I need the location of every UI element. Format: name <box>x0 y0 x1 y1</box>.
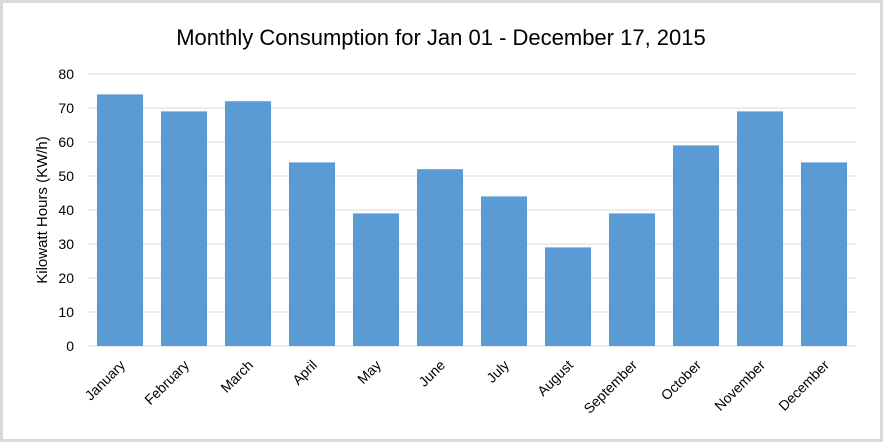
bar-january <box>96 94 144 347</box>
y-axis-label: Kilowatt Hours (KW/h) <box>34 136 51 284</box>
y-tick-label: 0 <box>66 338 74 354</box>
x-tick-labels: January February March April May June July Augu… <box>82 357 833 417</box>
bars <box>96 94 848 347</box>
x-tick-label-september: September <box>580 357 640 417</box>
y-tick-label: 50 <box>58 168 74 184</box>
bar-november <box>736 111 784 347</box>
bar-july <box>480 196 528 346</box>
bar-march <box>224 101 272 346</box>
bar-december <box>800 162 848 346</box>
chart-title: Monthly Consumption for Jan 01 - Decembe… <box>176 25 706 50</box>
bar-february <box>160 111 208 347</box>
bar-august <box>544 247 592 346</box>
bar-september <box>608 213 656 346</box>
x-tick-label-august: August <box>534 357 576 399</box>
bar-october <box>672 145 720 346</box>
bar-may <box>352 213 400 346</box>
y-tick-label: 10 <box>58 304 74 320</box>
x-tick-label-april: April <box>289 357 320 388</box>
gridlines <box>88 73 856 347</box>
bar-april <box>288 162 336 346</box>
x-tick-label-november: November <box>711 357 768 414</box>
x-tick-label-march: March <box>217 357 256 396</box>
y-tick-label: 60 <box>58 134 74 150</box>
x-tick-label-july: July <box>483 357 512 386</box>
y-tick-label: 70 <box>58 100 74 116</box>
x-tick-label-june: June <box>415 357 448 390</box>
x-tick-label-february: February <box>141 357 192 408</box>
y-tick-label: 40 <box>58 202 74 218</box>
x-tick-label-january: January <box>82 357 129 404</box>
y-tick-labels: 0 10 20 30 40 50 60 70 80 <box>58 66 74 354</box>
x-tick-label-december: December <box>775 357 832 414</box>
y-tick-label: 30 <box>58 236 74 252</box>
x-tick-label-october: October <box>658 357 705 404</box>
bar-june <box>416 169 464 346</box>
y-tick-label: 20 <box>58 270 74 286</box>
y-tick-label: 80 <box>58 66 74 82</box>
x-tick-label-may: May <box>354 357 384 387</box>
